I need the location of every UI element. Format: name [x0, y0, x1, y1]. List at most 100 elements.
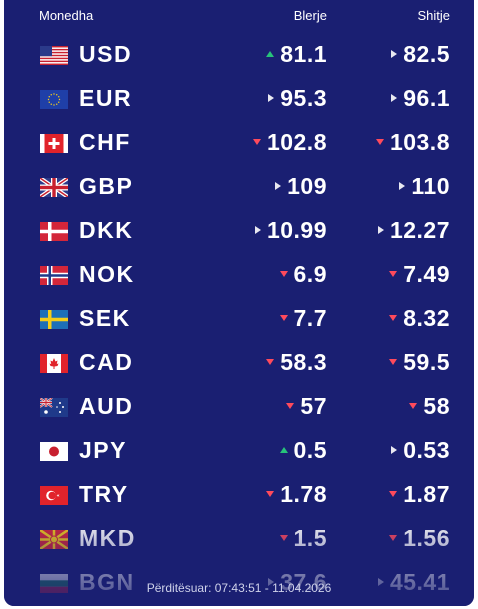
currency-code: CAD	[79, 349, 134, 375]
currency-column-header: Monedha	[39, 8, 94, 23]
mk-flag-icon	[40, 530, 68, 549]
ch-flag-icon	[40, 134, 68, 153]
sell-rate-value: 58	[423, 393, 450, 419]
trend-down-icon	[252, 138, 261, 145]
buy-rate-value: 81.1	[280, 41, 327, 67]
sell-rate-value: 7.49	[403, 261, 450, 287]
trend-up-icon	[279, 446, 288, 453]
sell-rate: 12.27	[377, 217, 450, 244]
rate-row-nok: NOK 6.9 7.49	[4, 254, 474, 298]
sell-rate-value: 110	[411, 173, 450, 199]
trend-same-icon	[377, 225, 384, 234]
rate-row-chf: CHF 102.8 103.8	[4, 122, 474, 166]
au-flag-icon	[40, 398, 68, 417]
trend-same-icon	[391, 93, 398, 102]
sell-rate-value: 82.5	[403, 41, 450, 67]
sell-rate: 96.1	[391, 85, 450, 112]
sell-rate: 8.32	[389, 305, 450, 332]
sell-rate: 1.87	[389, 481, 450, 508]
last-updated-text: Përditësuar: 07:43:51 - 11.04.2026	[146, 581, 332, 595]
sell-rate-value: 0.53	[403, 437, 450, 463]
buy-rate: 7.7	[279, 305, 327, 332]
buy-rate-value: 58.3	[280, 349, 327, 375]
buy-rate-value: 7.7	[293, 305, 327, 331]
sell-rate-value: 1.56	[403, 525, 450, 551]
currency-code: NOK	[79, 261, 135, 287]
buy-rate-value: 10.99	[266, 217, 327, 243]
currency-code: GBP	[79, 173, 134, 199]
sell-rate-value: 59.5	[403, 349, 450, 375]
currency-code: JPY	[79, 437, 127, 463]
buy-column-header: Blerje	[293, 8, 327, 23]
sell-column-header: Shitje	[417, 8, 450, 23]
sell-rate-value: 12.27	[389, 217, 450, 243]
buy-rate-value: 95.3	[280, 85, 327, 111]
rate-row-jpy: JPY 0.5 0.53	[4, 430, 474, 474]
jp-flag-icon	[40, 442, 68, 461]
trend-down-icon	[266, 490, 275, 497]
trend-down-icon	[279, 270, 288, 277]
buy-rate-value: 0.5	[293, 437, 327, 463]
se-flag-icon	[40, 310, 68, 329]
buy-rate: 95.3	[268, 85, 327, 112]
trend-down-icon	[389, 314, 398, 321]
table-header: Monedha Blerje Shitje	[4, 8, 474, 26]
rate-row-cad: CAD 58.3 59.5	[4, 342, 474, 386]
buy-rate-value: 102.8	[266, 129, 327, 155]
currency-code: EUR	[79, 85, 133, 111]
trend-down-icon	[279, 314, 288, 321]
buy-rate: 0.5	[279, 437, 327, 464]
buy-rate: 1.78	[266, 481, 327, 508]
trend-same-icon	[268, 93, 275, 102]
trend-up-icon	[266, 50, 275, 57]
dk-flag-icon	[40, 222, 68, 241]
exchange-rates-panel: Monedha Blerje Shitje USD 81.1 82.5 EUR 95.3…	[4, 0, 474, 606]
sell-rate-value: 1.87	[403, 481, 450, 507]
ca-flag-icon	[40, 354, 68, 373]
currency-code: CHF	[79, 129, 131, 155]
sell-rate: 1.56	[389, 525, 450, 552]
buy-rate: 102.8	[252, 129, 327, 156]
gb-flag-icon	[40, 178, 68, 197]
trend-down-icon	[389, 490, 398, 497]
trend-same-icon	[391, 49, 398, 58]
sell-rate-value: 8.32	[403, 305, 450, 331]
currency-code: DKK	[79, 217, 134, 243]
buy-rate-value: 57	[300, 393, 327, 419]
trend-down-icon	[286, 402, 295, 409]
trend-down-icon	[389, 534, 398, 541]
sell-rate-value: 103.8	[389, 129, 450, 155]
buy-rate: 109	[275, 173, 327, 200]
buy-rate: 81.1	[266, 41, 327, 68]
currency-code: MKD	[79, 525, 136, 551]
trend-down-icon	[266, 358, 275, 365]
trend-same-icon	[399, 181, 406, 190]
trend-down-icon	[279, 534, 288, 541]
rate-row-gbp: GBP 109 110	[4, 166, 474, 210]
buy-rate-value: 1.5	[293, 525, 327, 551]
us-flag-icon	[40, 46, 68, 65]
rate-row-try: TRY 1.78 1.87	[4, 474, 474, 518]
rate-row-dkk: DKK 10.99 12.27	[4, 210, 474, 254]
trend-down-icon	[409, 402, 418, 409]
no-flag-icon	[40, 266, 68, 285]
buy-rate: 57	[286, 393, 327, 420]
sell-rate-value: 96.1	[403, 85, 450, 111]
buy-rate: 1.5	[279, 525, 327, 552]
rates-list[interactable]: USD 81.1 82.5 EUR 95.3 96.1 CHF 102.8 103.8 GBP 10…	[4, 34, 474, 606]
trend-same-icon	[391, 445, 398, 454]
sell-rate: 0.53	[391, 437, 450, 464]
trend-down-icon	[389, 358, 398, 365]
rate-row-mkd: MKD 1.5 1.56	[4, 518, 474, 562]
trend-same-icon	[254, 225, 261, 234]
buy-rate: 58.3	[266, 349, 327, 376]
trend-down-icon	[375, 138, 384, 145]
sell-rate: 59.5	[389, 349, 450, 376]
trend-same-icon	[275, 181, 282, 190]
rate-row-eur: EUR 95.3 96.1	[4, 78, 474, 122]
sell-rate: 58	[409, 393, 450, 420]
rate-row-aud: AUD 57 58	[4, 386, 474, 430]
sell-rate: 7.49	[389, 261, 450, 288]
currency-code: AUD	[79, 393, 134, 419]
rate-row-usd: USD 81.1 82.5	[4, 34, 474, 78]
